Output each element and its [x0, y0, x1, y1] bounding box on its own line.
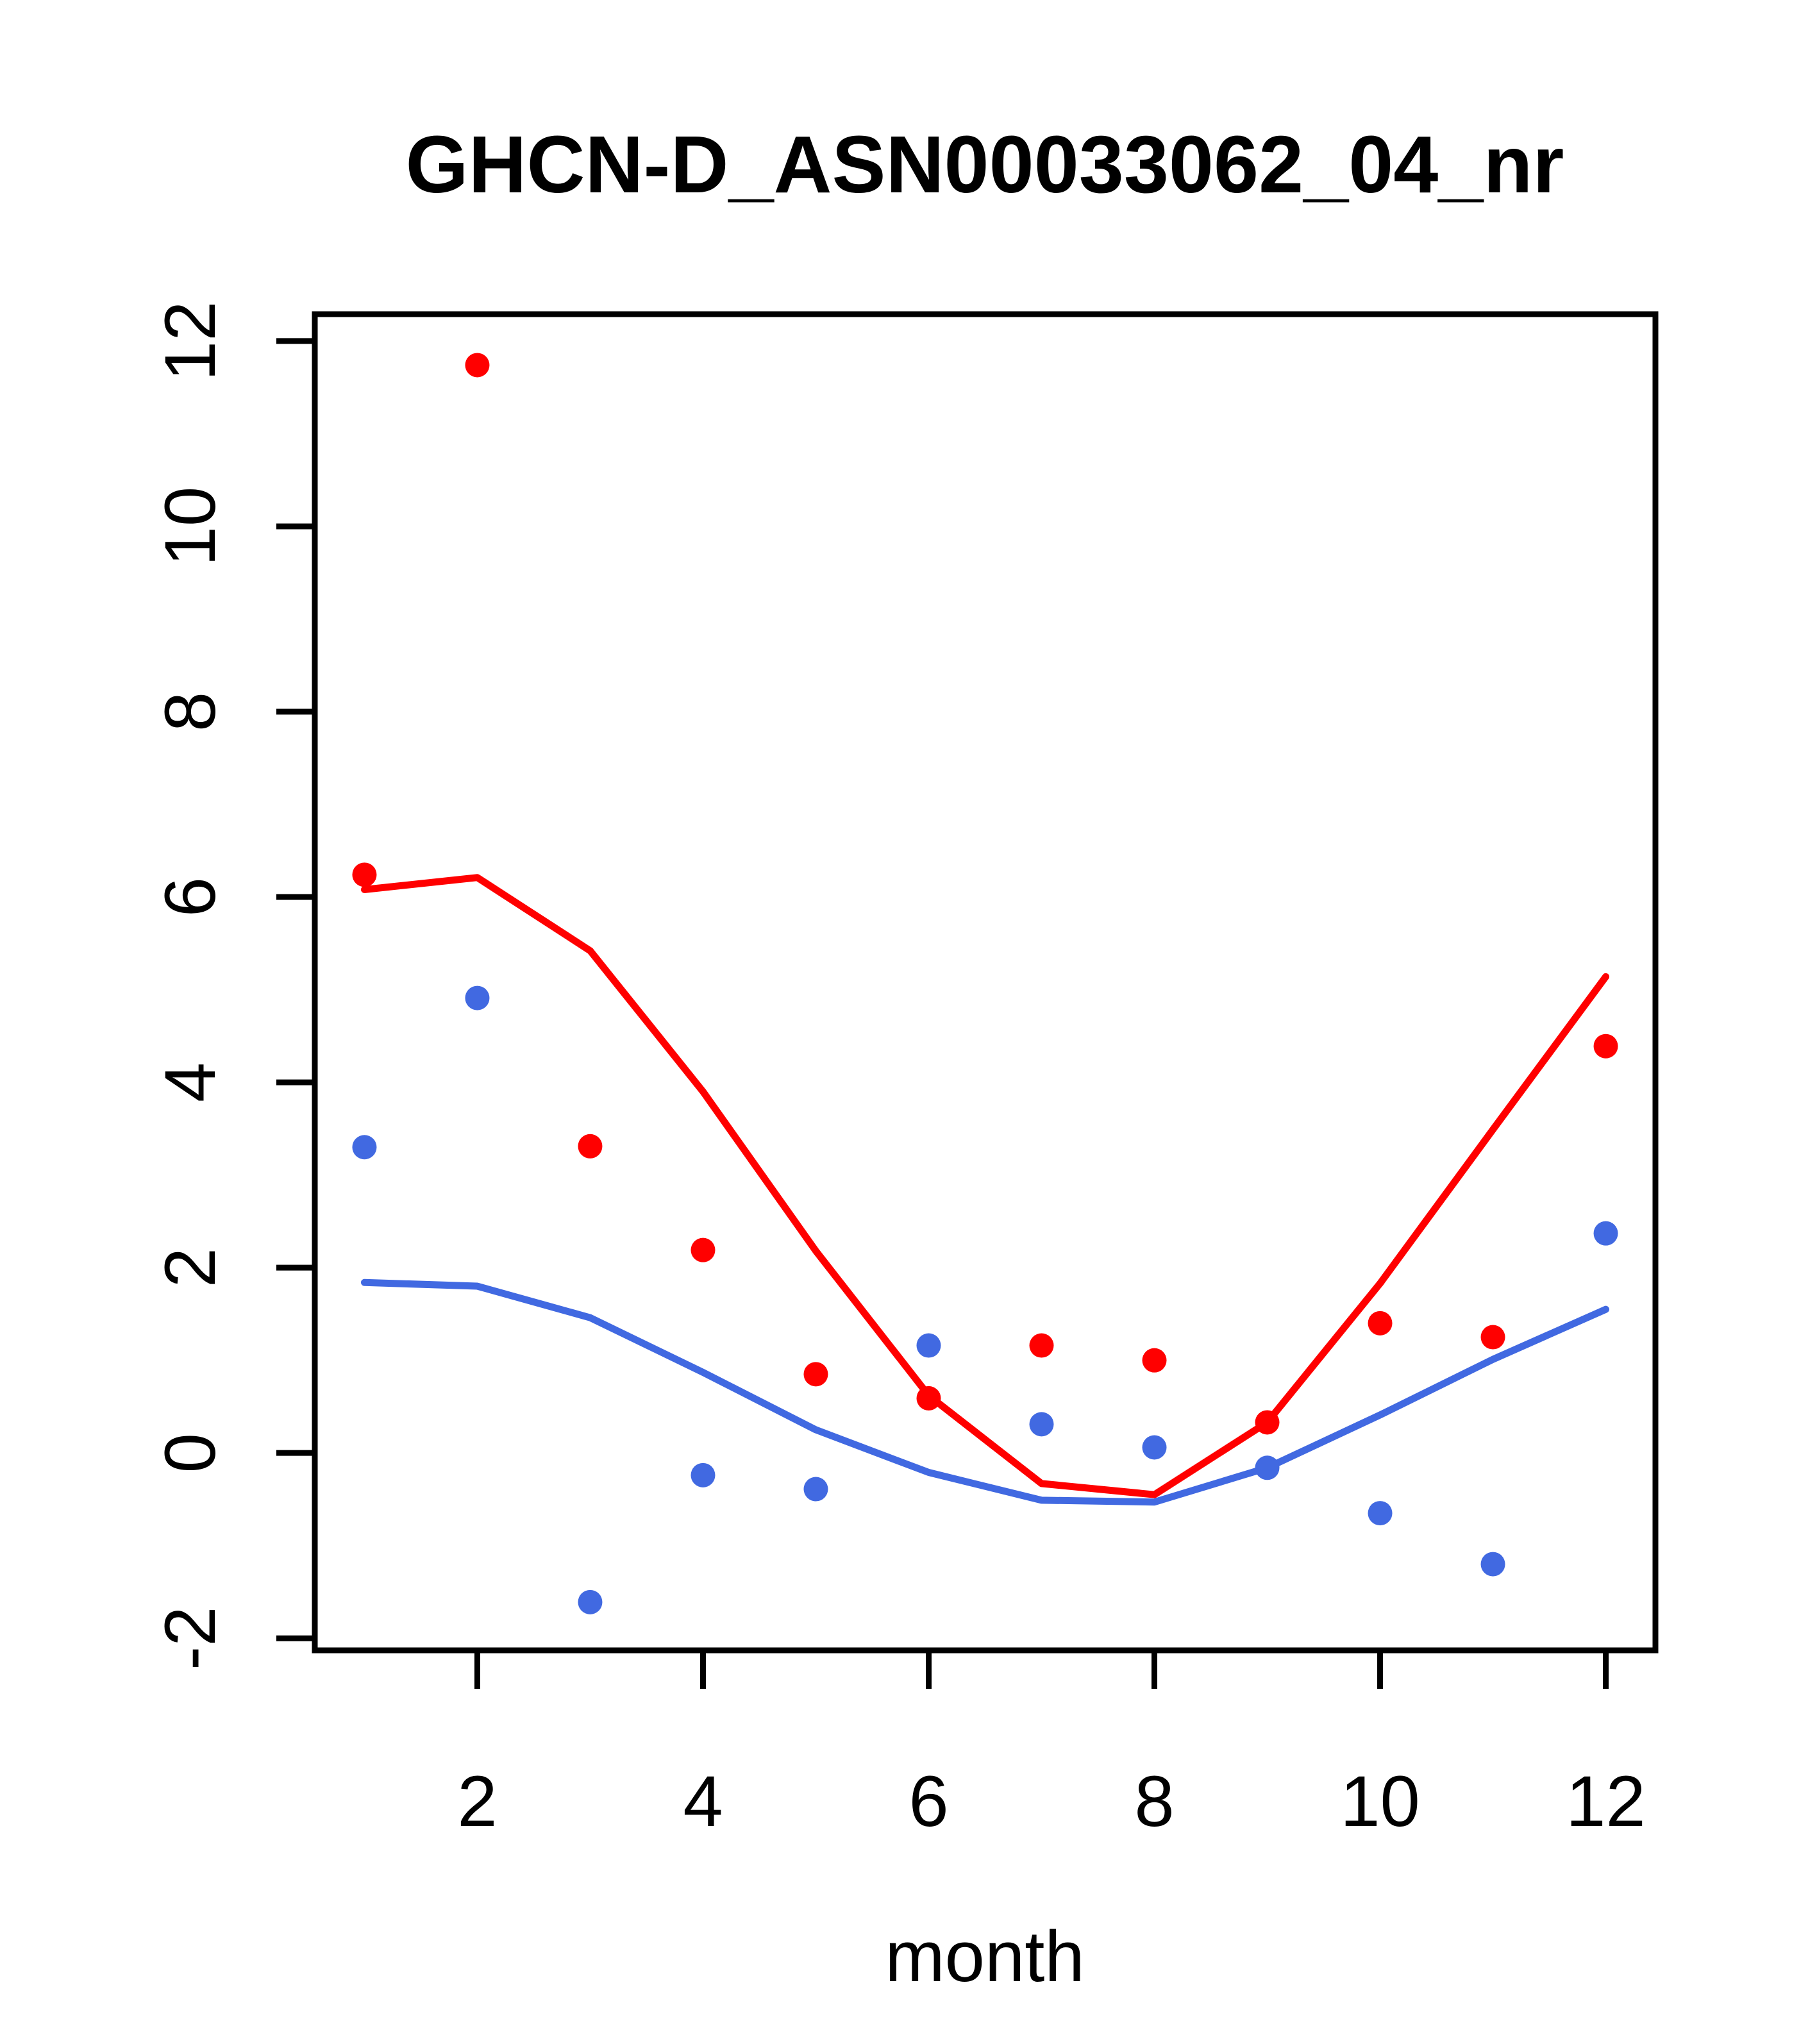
y-tick-label: 8 — [150, 692, 230, 732]
blue-point — [465, 985, 490, 1010]
x-tick-label: 12 — [1566, 1761, 1646, 1841]
y-tick-label: 2 — [150, 1248, 230, 1287]
blue-point — [803, 1477, 828, 1502]
y-tick-label: 4 — [150, 1062, 230, 1102]
blue-point — [1480, 1552, 1505, 1577]
chart-title: GHCN-D_ASN00033062_04_nr — [406, 119, 1564, 210]
red-point — [916, 1386, 941, 1411]
blue-point — [1255, 1455, 1280, 1480]
x-tick-label: 4 — [683, 1761, 723, 1841]
blue-line — [360, 1278, 1610, 1506]
x-axis-label: month — [885, 1916, 1084, 1997]
red-point — [578, 1134, 603, 1159]
blue-point — [1593, 1221, 1618, 1246]
x-tick-label: 8 — [1134, 1761, 1174, 1841]
red-point — [691, 1237, 716, 1262]
blue-point — [1029, 1412, 1054, 1437]
red-point — [352, 862, 377, 887]
y-tick-label: 0 — [150, 1433, 230, 1473]
y-tick-label: -2 — [150, 1606, 230, 1670]
y-tick-label: 6 — [150, 877, 230, 917]
blue-point — [691, 1462, 716, 1487]
red-line — [360, 874, 1610, 1498]
x-tick-label: 6 — [908, 1761, 948, 1841]
blue-point — [916, 1333, 941, 1358]
red-point — [465, 353, 490, 378]
red-point — [1593, 1034, 1618, 1059]
x-tick-label: 10 — [1340, 1761, 1420, 1841]
red-point — [1029, 1333, 1054, 1358]
red-point — [803, 1362, 828, 1387]
red-point — [1480, 1325, 1505, 1350]
y-tick-label: 10 — [150, 487, 230, 567]
blue-point — [352, 1135, 377, 1160]
red-point — [1142, 1348, 1167, 1373]
red-point — [1255, 1410, 1280, 1435]
red-point — [1368, 1311, 1393, 1336]
blue-point — [578, 1589, 603, 1614]
blue-point — [1368, 1501, 1393, 1526]
plot-frame — [312, 311, 1659, 1654]
y-tick-label: 12 — [150, 301, 230, 381]
x-tick-label: 2 — [457, 1761, 497, 1841]
blue-point — [1142, 1435, 1167, 1460]
